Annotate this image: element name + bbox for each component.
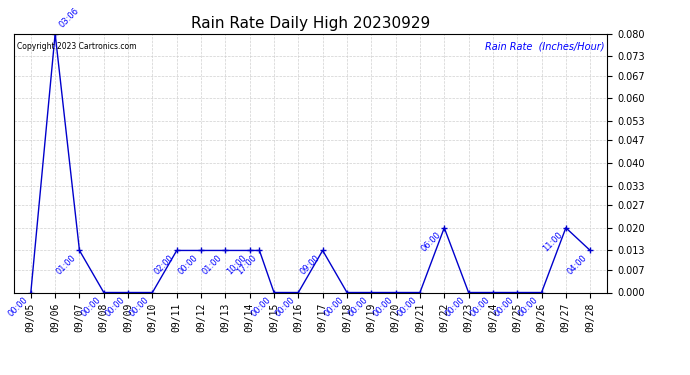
Text: 00:00: 00:00 [104,295,127,318]
Text: 09:00: 09:00 [298,253,322,276]
Text: 04:00: 04:00 [566,253,589,276]
Text: 00:00: 00:00 [493,295,516,318]
Text: 06:00: 06:00 [420,231,443,254]
Text: 00:00: 00:00 [444,295,467,318]
Text: 03:06: 03:06 [58,6,81,30]
Text: 00:00: 00:00 [79,295,102,318]
Text: 00:00: 00:00 [395,295,419,318]
Text: 00:00: 00:00 [347,295,370,318]
Text: 00:00: 00:00 [469,295,491,318]
Text: 17:00: 17:00 [235,253,258,276]
Text: 00:00: 00:00 [128,295,151,318]
Text: 00:00: 00:00 [250,295,273,318]
Text: 10:00: 10:00 [225,253,248,276]
Text: 01:00: 01:00 [55,253,78,276]
Text: 01:00: 01:00 [201,253,224,276]
Text: Copyright 2023 Cartronics.com: Copyright 2023 Cartronics.com [17,42,136,51]
Text: Rain Rate  (Inches/Hour): Rain Rate (Inches/Hour) [485,42,604,51]
Text: 00:00: 00:00 [6,295,30,318]
Text: 11:00: 11:00 [542,231,564,254]
Text: 00:00: 00:00 [517,295,540,318]
Text: 02:00: 02:00 [152,253,175,276]
Title: Rain Rate Daily High 20230929: Rain Rate Daily High 20230929 [191,16,430,31]
Text: 00:00: 00:00 [274,295,297,318]
Text: 00:00: 00:00 [322,295,346,318]
Text: 00:00: 00:00 [177,253,199,276]
Text: 00:00: 00:00 [371,295,394,318]
